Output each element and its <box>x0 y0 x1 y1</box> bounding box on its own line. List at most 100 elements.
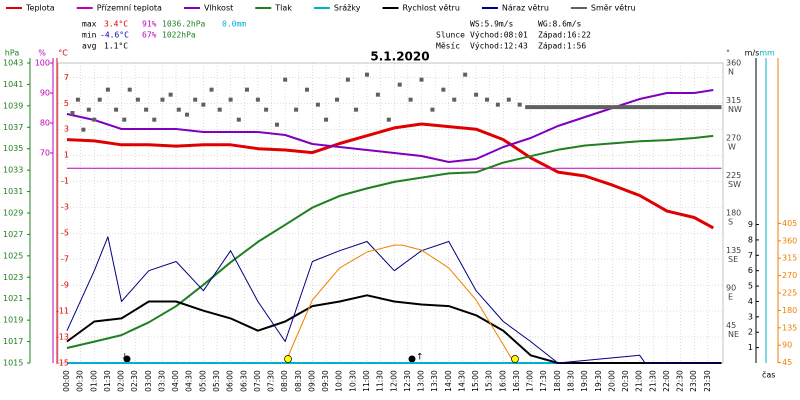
direction-label: SE <box>728 255 738 264</box>
x-tick-label: 17:00 <box>526 370 535 392</box>
stat-label: min <box>82 31 97 40</box>
direction-point <box>92 117 97 122</box>
direction-point <box>452 97 457 102</box>
axis-title: mm <box>759 49 775 58</box>
direction-point <box>517 102 522 107</box>
x-tick-label: 00:30 <box>76 370 85 392</box>
direction-point <box>345 77 350 82</box>
direction-point <box>375 92 380 97</box>
legend-label: Vlhkost <box>204 4 233 13</box>
direction-point <box>304 87 309 92</box>
direction-point <box>255 97 260 102</box>
stat: 91% <box>142 20 157 29</box>
y-tick-label: 1025 <box>3 251 23 260</box>
x-tick-label: 16:30 <box>512 370 521 392</box>
legend-label: Teplota <box>25 4 55 13</box>
direction-point <box>86 107 91 112</box>
direction-point <box>283 77 288 82</box>
legend-label: Srážky <box>334 4 361 13</box>
direction-point <box>506 97 511 102</box>
x-tick-label: 10:00 <box>335 370 344 392</box>
x-tick-label: 06:30 <box>239 370 248 392</box>
y-tick-label: 315 <box>782 254 797 263</box>
direction-point <box>114 107 119 112</box>
x-tick-label: 05:30 <box>212 370 221 392</box>
y-tick-label: 6 <box>748 266 753 275</box>
stat: Západ:16:22 <box>538 31 591 40</box>
x-tick-label: 23:00 <box>689 370 698 392</box>
y-tick-label: 1031 <box>3 187 23 196</box>
direction-point <box>324 117 329 122</box>
direction-point <box>135 97 140 102</box>
axis-title: % <box>38 49 46 58</box>
y-tick-label: 90 <box>40 89 50 98</box>
y-tick-label: 5 <box>748 282 753 291</box>
direction-point <box>75 97 80 102</box>
y-tick-label: 135 <box>782 323 797 332</box>
y-tick-label: 80 <box>40 119 50 128</box>
x-tick-label: 14:00 <box>444 370 453 392</box>
x-tick-label: 00:00 <box>62 370 71 392</box>
y-tick-label: -15 <box>56 359 69 368</box>
direction-point <box>97 97 102 102</box>
chart-title: 5.1.2020 <box>370 50 429 64</box>
y-tick-label: 70 <box>40 149 50 158</box>
moon-icon <box>123 355 131 363</box>
stat: Východ:08:01 <box>470 31 528 40</box>
direction-point <box>184 112 189 117</box>
x-tick-label: 15:30 <box>485 370 494 392</box>
x-tick-label: 21:30 <box>648 370 657 392</box>
y-tick-label: 45 <box>726 321 736 330</box>
y-tick-label: 1021 <box>3 294 23 303</box>
y-tick-label: 405 <box>782 219 797 228</box>
direction-point <box>81 127 86 132</box>
moon-icon <box>408 355 416 363</box>
x-tick-label: 19:00 <box>580 370 589 392</box>
y-tick-label: 5 <box>64 99 69 108</box>
y-tick-label: 1027 <box>3 230 23 239</box>
x-tick-label: 09:00 <box>307 370 316 392</box>
stat-label: Měsíc <box>436 42 460 51</box>
stat: WG:8.6m/s <box>538 20 582 29</box>
stat: -4.6°C <box>100 31 129 40</box>
direction-point <box>386 117 391 122</box>
legend-label: Tlak <box>274 4 292 13</box>
direction-point <box>474 92 479 97</box>
y-tick-label: -11 <box>56 307 69 316</box>
x-tick-label: 12:00 <box>389 370 398 392</box>
x-tick-label: 09:30 <box>321 370 330 392</box>
stat-label: max <box>82 20 97 29</box>
y-tick-label: -5 <box>61 229 69 238</box>
x-tick-label: 16:00 <box>498 370 507 392</box>
direction-label: SW <box>728 180 741 189</box>
direction-point <box>354 107 359 112</box>
x-tick-label: 07:30 <box>267 370 276 392</box>
y-tick-label: 225 <box>726 171 741 180</box>
x-tick-label: 06:00 <box>226 370 235 392</box>
direction-point <box>201 102 206 107</box>
x-tick-label: 21:00 <box>635 370 644 392</box>
direction-point <box>484 97 489 102</box>
y-tick-label: 270 <box>726 134 741 143</box>
y-tick-label: 360 <box>726 59 741 68</box>
direction-point <box>244 87 249 92</box>
y-tick-label: 1019 <box>3 316 23 325</box>
y-tick-label: 4 <box>748 297 753 306</box>
direction-point <box>334 97 339 102</box>
y-tick-label: 315 <box>726 96 741 105</box>
direction-point <box>419 77 424 82</box>
x-tick-label: 19:30 <box>594 370 603 392</box>
x-tick-label: 10:30 <box>348 370 357 392</box>
direction-point <box>127 87 132 92</box>
y-tick-label: -7 <box>61 255 69 264</box>
y-tick-label: 180 <box>782 306 797 315</box>
x-tick-label: 22:00 <box>662 370 671 392</box>
y-tick-label: 1035 <box>3 144 23 153</box>
x-tick-label: 11:30 <box>376 370 385 392</box>
direction-point <box>193 97 198 102</box>
direction-point <box>160 97 165 102</box>
x-axis-label: čas <box>762 370 775 380</box>
y-tick-label: 225 <box>782 289 797 298</box>
x-tick-label: 22:30 <box>676 370 685 392</box>
y-tick-label: 45 <box>782 358 792 367</box>
